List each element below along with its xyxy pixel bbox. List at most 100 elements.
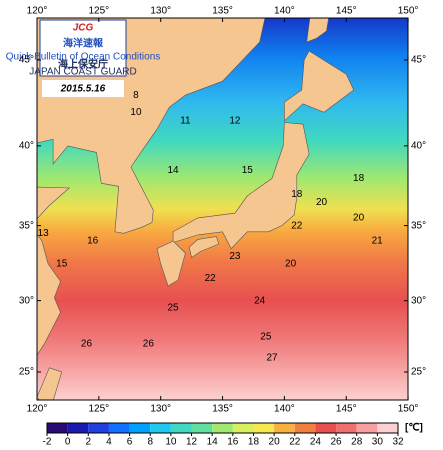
lat-tick-label: 30° <box>19 295 34 306</box>
colorbar-swatch <box>274 423 295 433</box>
logo-box <box>39 19 127 77</box>
logo: JCG 海洋速報 Quick Bulletin of Ocean Conditi… <box>6 19 161 78</box>
colorbar-swatch <box>315 423 337 433</box>
lon-tick-label: 145° <box>336 404 357 415</box>
contour-label: 12 <box>229 115 241 126</box>
landmass <box>284 50 355 122</box>
colorbar-swatch <box>336 423 357 433</box>
colorbar-tick-label: 28 <box>351 437 363 448</box>
colorbar-tick-label: 6 <box>127 437 133 448</box>
colorbar-swatch <box>108 423 130 433</box>
contour-label: 23 <box>229 251 241 262</box>
lat-tick-label: 45° <box>19 55 34 66</box>
landmass <box>156 240 186 287</box>
lat-tick-label: 40° <box>19 140 34 151</box>
colorbar-tick-label: -2 <box>43 437 52 448</box>
colorbar-swatch <box>170 423 192 433</box>
colorbar-tick-label: 20 <box>269 437 281 448</box>
colorbar-tick-label: 14 <box>207 437 219 448</box>
colorbar-tick-label: 32 <box>392 437 404 448</box>
colorbar-swatch <box>150 423 171 433</box>
colorbar-swatch <box>47 423 68 433</box>
lon-tick-label: 130° <box>150 6 171 17</box>
colorbar-tick-label: 8 <box>147 437 153 448</box>
contour-label: 22 <box>205 273 217 284</box>
contour-label: 26 <box>143 338 155 349</box>
contour-label: 18 <box>291 189 303 200</box>
lon-tick-label: 145° <box>336 6 357 17</box>
colorbar-frame <box>46 422 399 434</box>
logo-org-en: JAPAN COAST GUARD <box>29 67 136 78</box>
colorbar-tick-label: 0 <box>65 437 71 448</box>
logo-subtitle: Quick Bulletin of Ocean Conditions <box>6 52 161 63</box>
contour-label: 10 <box>130 107 142 118</box>
contour-label: 20 <box>316 197 328 208</box>
contour-label: 21 <box>372 236 384 247</box>
colorbar-swatch <box>67 423 89 433</box>
colorbar-swatch <box>253 423 275 433</box>
lon-tick-label: 120° <box>27 404 48 415</box>
contour-label: 16 <box>87 236 99 247</box>
lon-tick-label: 140° <box>274 6 295 17</box>
contour-label: 15 <box>56 258 68 269</box>
colorbar-tick-label: 22 <box>289 437 301 448</box>
date: 2015.5.16 <box>60 84 106 95</box>
lat-tick-label: 30° <box>411 295 426 306</box>
lon-tick-label: 150° <box>398 6 419 17</box>
lat-tick-label: 35° <box>411 220 426 231</box>
colorbar-tick-label: 24 <box>310 437 322 448</box>
colorbar-tick-label: 30 <box>372 437 384 448</box>
landmass <box>172 122 310 250</box>
contour-label: 8 <box>133 90 139 101</box>
colorbar-tick-label: 26 <box>330 437 342 448</box>
lon-tick-label: 140° <box>274 404 295 415</box>
contour-label: 20 <box>353 213 365 224</box>
contour-label: 25 <box>168 303 180 314</box>
lat-tick-label: 35° <box>19 220 34 231</box>
lon-tick-label: 150° <box>398 404 419 415</box>
lon-tick-label: 120° <box>27 6 48 17</box>
colorbar-swatch <box>232 423 254 433</box>
colorbar-swatch <box>129 423 151 433</box>
colorbar-tick-label: 2 <box>86 437 92 448</box>
lon-tick-label: 130° <box>150 404 171 415</box>
logo-org: 海上保安庁 <box>58 58 108 71</box>
lon-tick-label: 125° <box>89 6 110 17</box>
contour-label: 26 <box>81 338 93 349</box>
landmass <box>37 367 63 400</box>
contour-label: 14 <box>168 165 180 176</box>
lon-tick-label: 135° <box>212 6 233 17</box>
lon-tick-label: 125° <box>89 404 110 415</box>
landmass <box>37 186 70 356</box>
colorbar-swatch <box>377 423 398 433</box>
lat-tick-label: 45° <box>411 55 426 66</box>
lon-tick-label: 135° <box>212 404 233 415</box>
colorbar-swatch <box>356 423 378 433</box>
landmass <box>188 236 220 259</box>
colorbar-tick-label: 10 <box>165 437 177 448</box>
colorbar-swatch <box>294 423 316 433</box>
contour-label: 11 <box>180 115 191 126</box>
colorbar-tick-label: 4 <box>106 437 112 448</box>
lat-tick-label: 25° <box>19 367 34 378</box>
contour-label: 27 <box>266 353 278 364</box>
logo-title: 海洋速報 <box>63 37 104 50</box>
colorbar-unit: [℃] <box>405 423 423 434</box>
contour-label: 24 <box>254 295 266 306</box>
colorbar-tick-label: 12 <box>186 437 198 448</box>
contour-label: 20 <box>285 258 297 269</box>
lat-tick-label: 25° <box>411 367 426 378</box>
date-box <box>42 80 124 97</box>
contour-label: 18 <box>353 173 365 184</box>
contour-label: 13 <box>38 228 50 239</box>
contour-label: 25 <box>260 331 272 342</box>
landmass <box>306 18 329 43</box>
colorbar-swatch <box>191 423 213 433</box>
contour-label: 22 <box>291 220 303 231</box>
colorbar-tick-label: 18 <box>248 437 260 448</box>
logo-mark: JCG <box>73 23 94 34</box>
colorbar-swatch <box>88 423 109 433</box>
colorbar-tick-label: 16 <box>227 437 239 448</box>
lat-tick-label: 40° <box>411 140 426 151</box>
